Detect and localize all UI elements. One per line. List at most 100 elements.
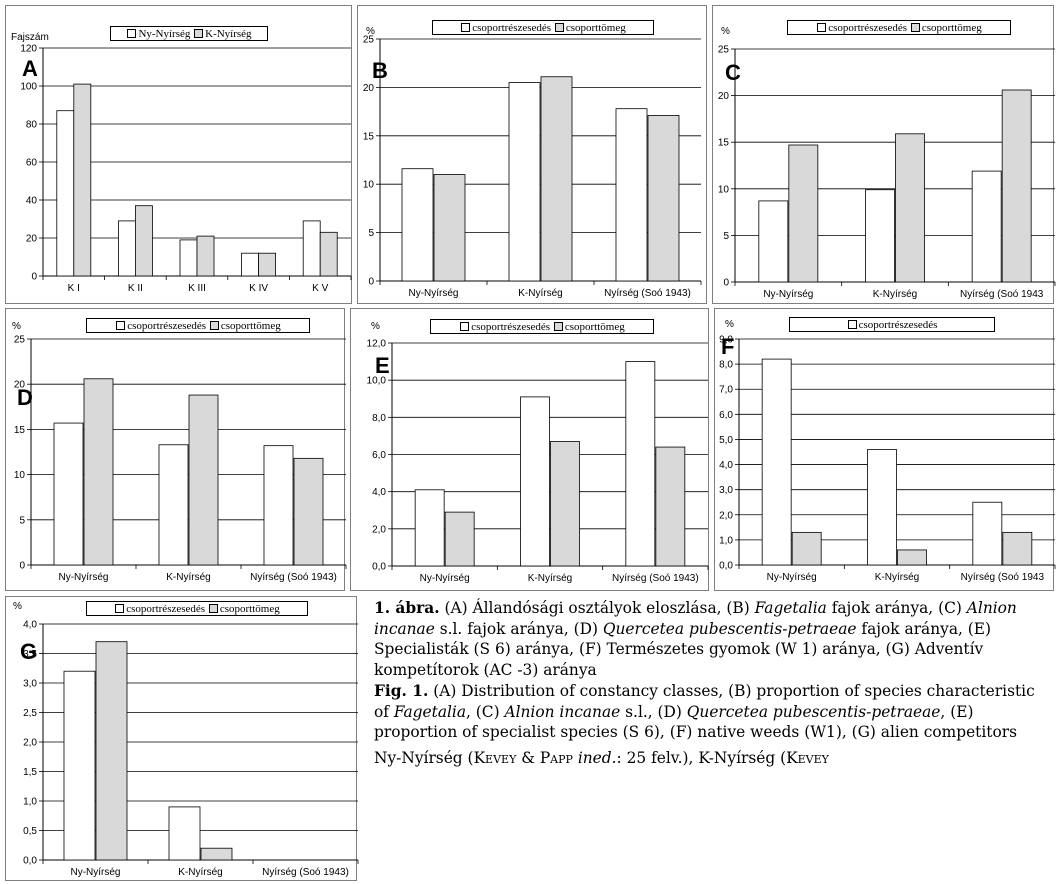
- x-tick-label: Ny-Nyírség: [767, 572, 817, 583]
- y-unit-label: %: [13, 601, 22, 612]
- bar: [625, 361, 656, 567]
- legend-label-series-1: csoportrészesedés: [828, 22, 908, 34]
- legend-swatch-gray: [910, 23, 920, 32]
- x-tick-label: Ny-Nyírség: [763, 289, 813, 300]
- bar: [867, 449, 897, 566]
- y-tick-label: 1,5: [23, 767, 37, 778]
- bar: [196, 235, 215, 277]
- bar: [508, 82, 541, 282]
- x-tick-label: K-Nyírség: [875, 572, 919, 583]
- y-tick-label: 8,0: [719, 360, 733, 371]
- y-tick-label: 10,0: [367, 376, 387, 387]
- bar: [550, 441, 580, 567]
- y-tick-label: 8,0: [372, 413, 386, 424]
- bar: [73, 83, 92, 277]
- chart-panel-e: % E csoportrészesedés csoporttömeg 0,0 2,…: [350, 308, 709, 591]
- x-tick-label: Nyírség (Soó 1943: [961, 572, 1045, 583]
- bar-chart-d: 0 5 10 15 20 25 Ny-Nyírség K-Nyírség Nyírség (So…: [14, 335, 347, 583]
- bar: [63, 670, 96, 861]
- y-tick-label: 25: [363, 35, 375, 46]
- panel-label: D: [17, 385, 33, 410]
- bar: [95, 641, 128, 861]
- bar: [520, 396, 550, 567]
- bar: [302, 220, 321, 277]
- y-tick-label: 5: [368, 228, 374, 239]
- y-tick-label: 3,5: [23, 649, 37, 660]
- y-tick-label: 4,0: [372, 487, 386, 498]
- legend-swatch-white: [460, 322, 470, 331]
- bar: [758, 200, 789, 283]
- y-tick-label: 20: [718, 91, 730, 102]
- panel-label: E: [375, 353, 390, 378]
- legend-label-series-2: csoporttömeg: [564, 321, 625, 333]
- x-tick-label: K-Nyírség: [166, 572, 210, 583]
- bar: [414, 489, 445, 567]
- bar: [647, 115, 680, 282]
- panel-label: G: [20, 639, 38, 664]
- y-tick-label: 10: [363, 180, 375, 191]
- chart-panel-c: % C csoportrészesedés csoporttömeg 0 5 10 1…: [712, 5, 1056, 304]
- y-tick-label: 9,0: [719, 335, 733, 346]
- x-tick-label: K I: [68, 283, 80, 294]
- bar: [168, 806, 201, 861]
- y-tick-label: 1,0: [23, 797, 37, 808]
- legend-label-series-2: csoporttömeg: [220, 320, 281, 332]
- y-tick-label: 4,0: [23, 620, 37, 631]
- y-tick-label: 2,5: [23, 708, 37, 719]
- y-unit-label: %: [721, 26, 730, 37]
- bar: [444, 511, 475, 567]
- legend-swatch-white: [461, 23, 471, 32]
- legend-swatch-gray: [209, 321, 219, 330]
- chart-panel-b: % B csoportrészesedés csoporttömeg 0 5 10 1…: [357, 5, 707, 304]
- x-tick-label: Nyírség (Soó 1943): [262, 867, 349, 878]
- y-tick-label: 5: [723, 231, 729, 242]
- legend-label-series-1: csoportrészesedés: [126, 603, 206, 615]
- legend-label-series-1: csoportrészesedés: [472, 22, 552, 34]
- y-tick-label: 3,0: [23, 679, 37, 690]
- panel-label: F: [721, 334, 735, 359]
- panel-label: A: [22, 56, 38, 81]
- y-tick-label: 0: [19, 561, 25, 572]
- bar: [158, 444, 189, 566]
- y-tick-label: 25: [718, 45, 730, 56]
- bar: [188, 394, 219, 566]
- bar: [971, 170, 1002, 283]
- y-tick-label: 0,0: [719, 561, 733, 572]
- y-tick-label: 0,5: [23, 826, 37, 837]
- legend-swatch-gray: [553, 322, 563, 331]
- y-tick-label: 0: [723, 278, 729, 289]
- legend-swatch-white: [116, 321, 126, 330]
- bar: [293, 457, 324, 566]
- y-tick-label: 3,0: [719, 485, 733, 496]
- legend-label-series-1: Ny-Nyírség: [138, 28, 191, 40]
- y-unit-label: %: [366, 26, 375, 37]
- x-tick-label: Ny-Nyírség: [420, 573, 470, 584]
- y-tick-label: 120: [20, 44, 37, 55]
- x-tick-label: K IV: [249, 283, 268, 294]
- y-tick-label: 0,0: [372, 562, 386, 573]
- y-tick-label: 10: [718, 184, 730, 195]
- x-tick-label: K-Nyírség: [518, 288, 562, 299]
- bar: [791, 531, 822, 566]
- bar: [895, 133, 925, 283]
- legend-label-series-2: csoporttömeg: [921, 22, 982, 34]
- x-tick-label: Ny-Nyírség: [58, 572, 108, 583]
- chart-legend: Ny-Nyírség K-Nyírség: [110, 26, 268, 41]
- y-tick-label: 2,0: [372, 524, 386, 535]
- chart-legend: csoportrészesedés csoporttömeg: [86, 601, 308, 616]
- y-tick-label: 6,0: [372, 450, 386, 461]
- bar: [118, 220, 136, 277]
- y-tick-label: 6,0: [719, 410, 733, 421]
- x-tick-label: K-Nyírség: [873, 289, 917, 300]
- legend-swatch-white: [115, 604, 125, 613]
- bar: [134, 205, 153, 277]
- y-tick-label: 100: [20, 82, 37, 93]
- legend-label-series-2: csoporttömeg: [565, 22, 626, 34]
- x-tick-label: Nyírség (Soó 1943): [612, 573, 699, 584]
- bar: [319, 231, 338, 277]
- legend-swatch-gray: [208, 604, 218, 613]
- bar: [897, 549, 927, 566]
- bar-chart-c: 0 5 10 15 20 25 Ny-Nyírség K-Nyírség Nyírség (So…: [718, 45, 1056, 300]
- y-tick-label: 4,0: [719, 460, 733, 471]
- figure-caption: 1. ábra. (A) Állandósági osztályok elosz…: [374, 598, 1054, 769]
